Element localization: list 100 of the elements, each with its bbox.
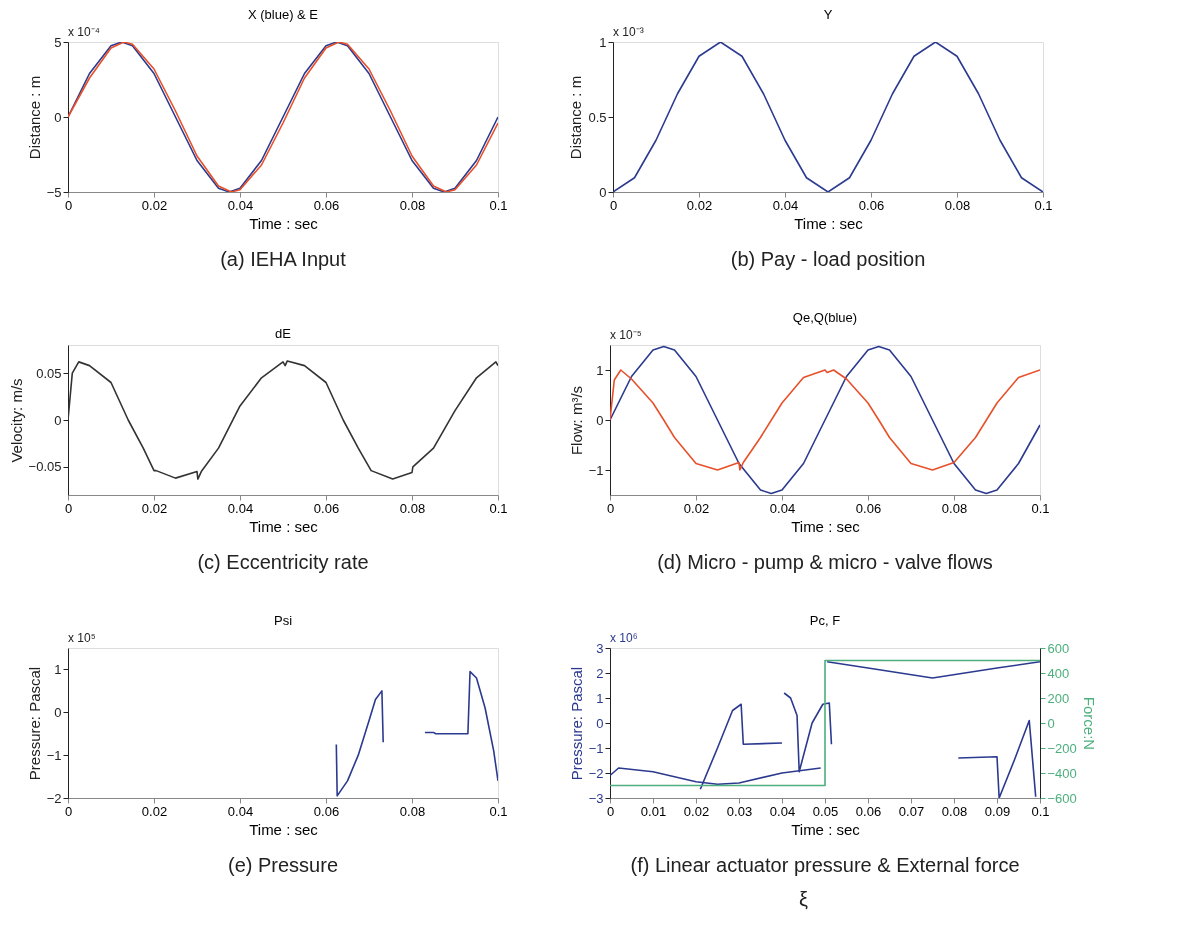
y-tick-label: 1	[596, 362, 604, 378]
x-tick-label: 0.1	[489, 197, 508, 213]
y-tick-label: −0.05	[28, 459, 62, 475]
y-tick-label: 0.5	[588, 109, 607, 125]
x-tick-label: 0.08	[944, 197, 971, 213]
y-tick-label: −1	[588, 740, 604, 756]
y-tick-label: −3	[588, 790, 604, 806]
y-tick-label: 0	[54, 109, 62, 125]
x-axis-title: Time : sec	[791, 820, 861, 838]
x-tick-label: 0	[64, 803, 73, 819]
x-axis-title: Time : sec	[791, 517, 861, 535]
x-tick-label: 0.1	[1034, 197, 1053, 213]
y-tick-label: 0.05	[36, 365, 62, 381]
y-tick-label: 1	[54, 661, 62, 677]
y-axis-title: Pressure: Pascal	[567, 666, 585, 781]
text: x 10⁻⁵	[610, 328, 642, 342]
x-tick-label: 0.1	[1031, 803, 1050, 819]
x-tick-label: 0.07	[898, 803, 925, 819]
y-tick-label: 0	[596, 715, 604, 731]
x-tick-label: 0.04	[227, 197, 254, 213]
y-tick-label: 1	[599, 34, 607, 50]
text: x 10⁻³	[613, 25, 644, 39]
chart-title: X (blue) & E	[247, 7, 319, 22]
x-tick-label: 0.02	[141, 197, 168, 213]
x-tick-label: 0.08	[941, 500, 968, 516]
x-tick-label: 0	[609, 197, 618, 213]
y-axis-title: Distance : m	[25, 75, 43, 160]
x-tick-label: 0.01	[640, 803, 667, 819]
y-tick-label: 0	[54, 704, 62, 720]
x-tick-label: 0.06	[313, 803, 340, 819]
x-tick-label: 0.04	[227, 500, 254, 516]
x-tick-label: 0.06	[313, 197, 340, 213]
chart-title: Psi	[273, 613, 293, 628]
x-tick-label: 0.06	[858, 197, 885, 213]
x-axis-title: Time : sec	[249, 820, 319, 838]
x-tick-label: 0.06	[313, 500, 340, 516]
x-tick-label: 0.1	[489, 803, 508, 819]
x-tick-label: 0.06	[855, 500, 882, 516]
x-tick-label: 0.04	[769, 500, 796, 516]
y-tick-label: 5	[54, 34, 62, 50]
y2-axis-title: Force:N	[1080, 696, 1098, 751]
chart-title: Qe,Q(blue)	[792, 310, 858, 325]
y-tick-label: −1	[588, 462, 604, 478]
x-tick-label: 0.08	[399, 197, 426, 213]
y2-tick-label: −200	[1047, 740, 1077, 756]
x-tick-label: 0.1	[489, 500, 508, 516]
x-tick-label: 0.04	[227, 803, 254, 819]
y2-tick-label: 600	[1047, 640, 1070, 656]
text: x 10⁵	[68, 631, 96, 645]
y2-tick-label: 400	[1047, 665, 1070, 681]
y-tick-label: 3	[596, 640, 604, 656]
y-tick-label: −2	[588, 765, 604, 781]
y-axis-title: Distance : m	[567, 75, 585, 160]
chart-title: Y	[823, 7, 833, 22]
text: (c) Eccentricity rate	[197, 551, 369, 573]
x-tick-label: 0.06	[855, 803, 882, 819]
text: ξ	[799, 888, 809, 910]
x-tick-label: 0.02	[141, 500, 168, 516]
x-tick-label: 0.05	[812, 803, 839, 819]
text: (f) Linear actuator pressure & External force	[630, 854, 1020, 876]
x-tick-label: 0.02	[686, 197, 713, 213]
x-axis-title: Time : sec	[249, 517, 319, 535]
x-tick-label: 0.02	[683, 500, 710, 516]
x-tick-label: 0	[64, 197, 73, 213]
y-tick-label: 0	[596, 412, 604, 428]
x-tick-label: 0.03	[726, 803, 753, 819]
x-axis-title: Time : sec	[249, 214, 319, 232]
y2-tick-label: −600	[1047, 790, 1077, 806]
y-axis-title: Pressure: Pascal	[25, 666, 43, 781]
y2-tick-label: −400	[1047, 765, 1077, 781]
y-tick-label: −2	[46, 790, 62, 806]
text: (e) Pressure	[227, 854, 339, 876]
x-tick-label: 0.02	[683, 803, 710, 819]
y-tick-label: 0	[599, 184, 607, 200]
chart-title: dE	[275, 326, 292, 341]
y-tick-label: −5	[46, 184, 62, 200]
y-tick-label: 2	[596, 665, 604, 681]
x-tick-label: 0.02	[141, 803, 168, 819]
x-axis-title: Time : sec	[794, 214, 864, 232]
y2-tick-label: 0	[1047, 715, 1055, 731]
y-axis-title: Flow: m³/s	[567, 385, 585, 456]
x-tick-label: 0.08	[941, 803, 968, 819]
y-tick-label: −1	[46, 747, 62, 763]
x-tick-label: 0.04	[769, 803, 796, 819]
y-tick-label: 1	[596, 690, 604, 706]
chart-title: Pc, F	[809, 613, 841, 628]
line-series	[610, 369, 1040, 471]
x-tick-label: 0.08	[399, 803, 426, 819]
text: x 10⁻⁴	[68, 25, 100, 39]
text: (a) IEHA Input	[220, 248, 347, 270]
y2-tick-label: 200	[1047, 690, 1070, 706]
line-series	[68, 360, 498, 480]
text: (d) Micro - pump & micro - valve flows	[657, 551, 993, 573]
y-tick-label: 0	[54, 412, 62, 428]
x-tick-label: 0.08	[399, 500, 426, 516]
x-tick-label: 0.09	[984, 803, 1011, 819]
x-tick-label: 0	[64, 500, 73, 516]
x-tick-label: 0.1	[1031, 500, 1050, 516]
text: x 10⁶	[610, 631, 638, 645]
y-axis-title: Velocity: m/s	[7, 378, 25, 463]
